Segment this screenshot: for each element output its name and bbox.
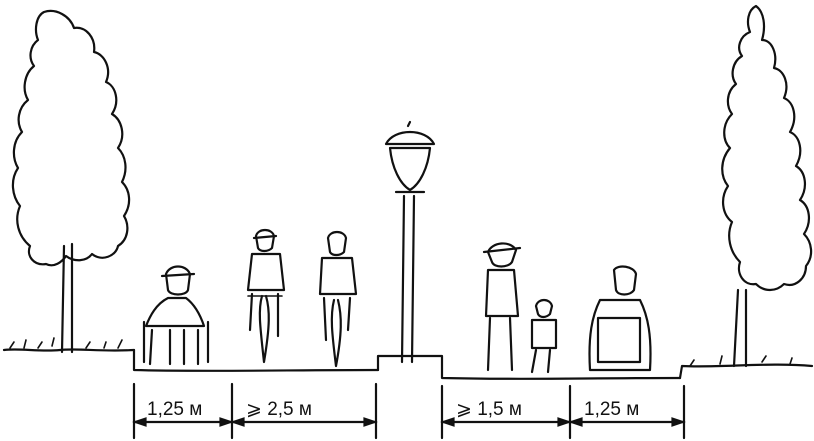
dimension-label: 1,25 м — [147, 399, 202, 420]
cyclist-icon — [246, 228, 286, 364]
left-tree-icon — [11, 9, 131, 354]
right-tree-icon — [721, 4, 813, 368]
dimension-label: ⩾ 2,5 м — [246, 399, 312, 420]
street-lamp-icon — [384, 120, 436, 364]
wheelchair-user-icon — [588, 265, 652, 372]
dimension-label: 1,25 м — [584, 399, 639, 420]
pedestrian-child-icon — [530, 298, 558, 374]
dimension-label: ⩾ 1,5 м — [456, 399, 522, 420]
ground — [2, 337, 814, 380]
dimension-line — [132, 382, 686, 440]
cyclist-icon — [318, 230, 358, 368]
pedestrian-woman-icon — [482, 242, 522, 372]
wheelchair-user-icon — [142, 265, 210, 366]
